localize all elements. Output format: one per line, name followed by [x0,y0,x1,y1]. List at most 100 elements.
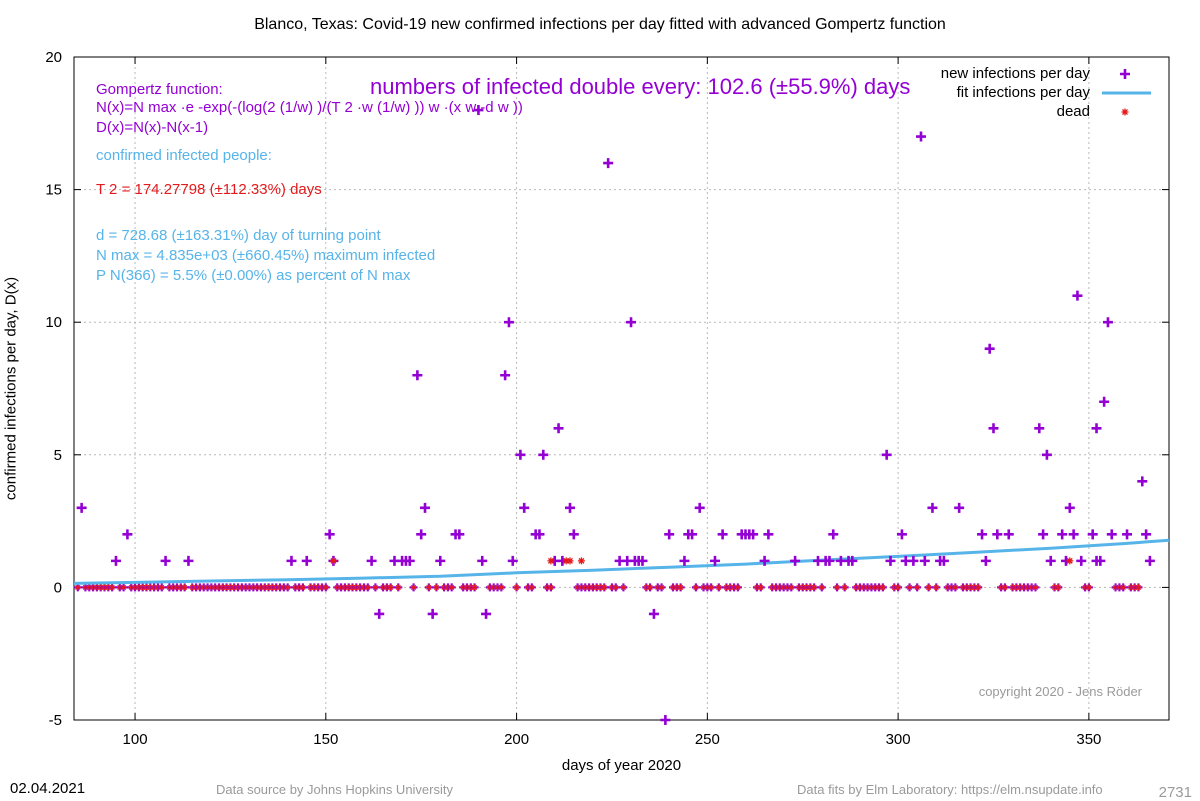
zero-value-marker [905,583,914,592]
zero-value-marker [1031,583,1040,592]
infection-point [1099,396,1110,407]
zero-value-marker [600,583,609,592]
infection-point [477,555,488,566]
zero-dead-mark [109,584,116,591]
corner-number: 2731 [1158,784,1192,801]
zero-dead-mark [788,584,795,591]
zero-value-marker [512,583,521,592]
infection-point [1034,423,1045,434]
legend-fit-label: fit infections per day [956,84,1090,101]
zero-dead-mark [914,584,921,591]
zero-dead-mark [647,584,654,591]
zero-value-marker [283,583,292,592]
doubling-time: T 2 = 174.27798 (±112.33%) days [96,181,322,198]
infection-point [183,555,194,566]
zero-dead-mark [410,584,417,591]
zero-dead-mark [952,584,959,591]
infection-point [603,158,614,169]
fit-series [73,538,1170,585]
zero-dead-mark [372,584,379,591]
infection-point [626,317,637,328]
zero-value-marker [363,583,372,592]
infection-point [76,502,87,513]
zero-value-marker [157,583,166,592]
zero-dead-mark [906,584,913,591]
infection-point [301,555,312,566]
zero-value-marker [546,583,555,592]
infection-point [1041,449,1052,460]
infection-point [988,423,999,434]
data-fit-note: Data fits by Elm Laboratory: https://elm… [797,782,1103,797]
y-tick-label: 20 [45,49,62,66]
zero-dead-mark [692,584,699,591]
infection-point [564,502,575,513]
infection-point [1095,555,1106,566]
zero-dead-mark [734,584,741,591]
zero-value-marker [447,583,456,592]
legend-marks [1102,69,1151,116]
infection-point [412,370,423,381]
infection-point [1144,555,1155,566]
nx-formula: N(x)=N max ·e -exp(-(log(2 (1/w) )/(T 2 … [96,99,523,116]
zero-dead-mark [425,584,432,591]
infection-point [748,529,759,540]
zero-dead-mark [1120,584,1127,591]
zero-value-marker [394,583,403,592]
zero-value-marker [409,583,418,592]
zero-dead-mark [395,584,402,591]
y-tick-label: -5 [49,712,62,729]
dead-point [566,557,574,565]
y-tick-label: 0 [54,579,62,596]
x-tick-label: 300 [886,731,911,748]
dx-formula: D(x)=N(x)-N(x-1) [96,119,209,136]
infection-point [938,555,949,566]
dead-point [562,557,570,565]
zero-dead-mark [975,584,982,591]
zero-value-marker [840,583,849,592]
y-tick-label: 5 [54,447,62,464]
zero-value-marker [878,583,887,592]
zero-value-marker [497,583,506,592]
zero-dead-mark [322,584,329,591]
zero-value-marker [470,583,479,592]
infection-point [977,529,988,540]
infection-point [568,529,579,540]
infection-point [374,608,385,619]
infection-point [1076,555,1087,566]
infection-point [687,529,698,540]
zero-value-marker [527,583,536,592]
infection-point [515,449,526,460]
zero-dead-mark [708,584,715,591]
zero-dead-mark [471,584,478,591]
infection-point [1064,502,1075,513]
zero-dead-mark [528,584,535,591]
zero-dead-mark [925,584,932,591]
x-tick-label: 150 [313,731,338,748]
infection-point [908,555,919,566]
copyright-note: copyright 2020 - Jens Röder [978,684,1142,699]
axis-ticks: 100 150 200 250 300 350 -5 0 5 10 15 20 [45,49,1169,748]
infection-point [324,529,335,540]
infection-point [538,449,549,460]
zero-value-marker [756,583,765,592]
zero-value-marker [810,583,819,592]
infection-point [553,423,564,434]
percent-of-nmax: P N(366) = 5.5% (±0.00%) as percent of N… [96,267,411,284]
legend-infections-mark [1120,69,1130,79]
zero-dead-mark [299,584,306,591]
doubling-headline: numbers of infected double every: 102.6 … [370,74,911,99]
infection-point [896,529,907,540]
infection-point [416,529,427,540]
zero-value-marker [1084,583,1093,592]
x-tick-label: 250 [695,731,720,748]
zero-dead-mark [1032,584,1039,591]
data-source-note: Data source by Johns Hopkins University [216,782,453,797]
infection-point [984,343,995,354]
zero-value-marker [714,583,723,592]
zero-dead-mark [284,584,291,591]
zero-value-series [73,583,1143,592]
zero-value-marker [974,583,983,592]
zero-dead-mark [158,584,165,591]
x-tick-label: 200 [504,731,529,748]
